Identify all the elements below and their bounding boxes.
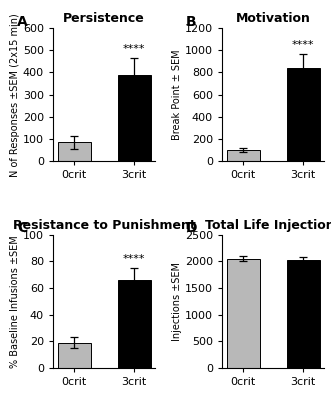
Bar bbox=[287, 260, 320, 368]
Y-axis label: N of Responses ±SEM (2x15 min): N of Responses ±SEM (2x15 min) bbox=[10, 13, 20, 176]
Text: ****: **** bbox=[292, 40, 314, 50]
Y-axis label: Injections ±SEM: Injections ±SEM bbox=[172, 262, 182, 341]
Text: B: B bbox=[186, 15, 197, 29]
Bar bbox=[118, 280, 151, 368]
Y-axis label: Break Point ± SEM: Break Point ± SEM bbox=[172, 49, 182, 140]
Text: ****: **** bbox=[123, 254, 145, 264]
Bar bbox=[58, 142, 91, 161]
Bar bbox=[118, 75, 151, 161]
Bar bbox=[227, 259, 260, 368]
Title: Persistence: Persistence bbox=[63, 12, 145, 26]
Bar bbox=[287, 68, 320, 161]
Title: Motivation: Motivation bbox=[236, 12, 310, 26]
Text: A: A bbox=[17, 15, 28, 29]
Title: Resistance to Punishment: Resistance to Punishment bbox=[13, 219, 196, 232]
Text: C: C bbox=[17, 221, 27, 235]
Text: D: D bbox=[186, 221, 198, 235]
Text: ****: **** bbox=[123, 44, 145, 54]
Bar bbox=[58, 343, 91, 368]
Bar bbox=[227, 150, 260, 161]
Title: Total Life Injections: Total Life Injections bbox=[205, 219, 331, 232]
Y-axis label: % Baseline Infusions ±SEM: % Baseline Infusions ±SEM bbox=[10, 235, 20, 368]
